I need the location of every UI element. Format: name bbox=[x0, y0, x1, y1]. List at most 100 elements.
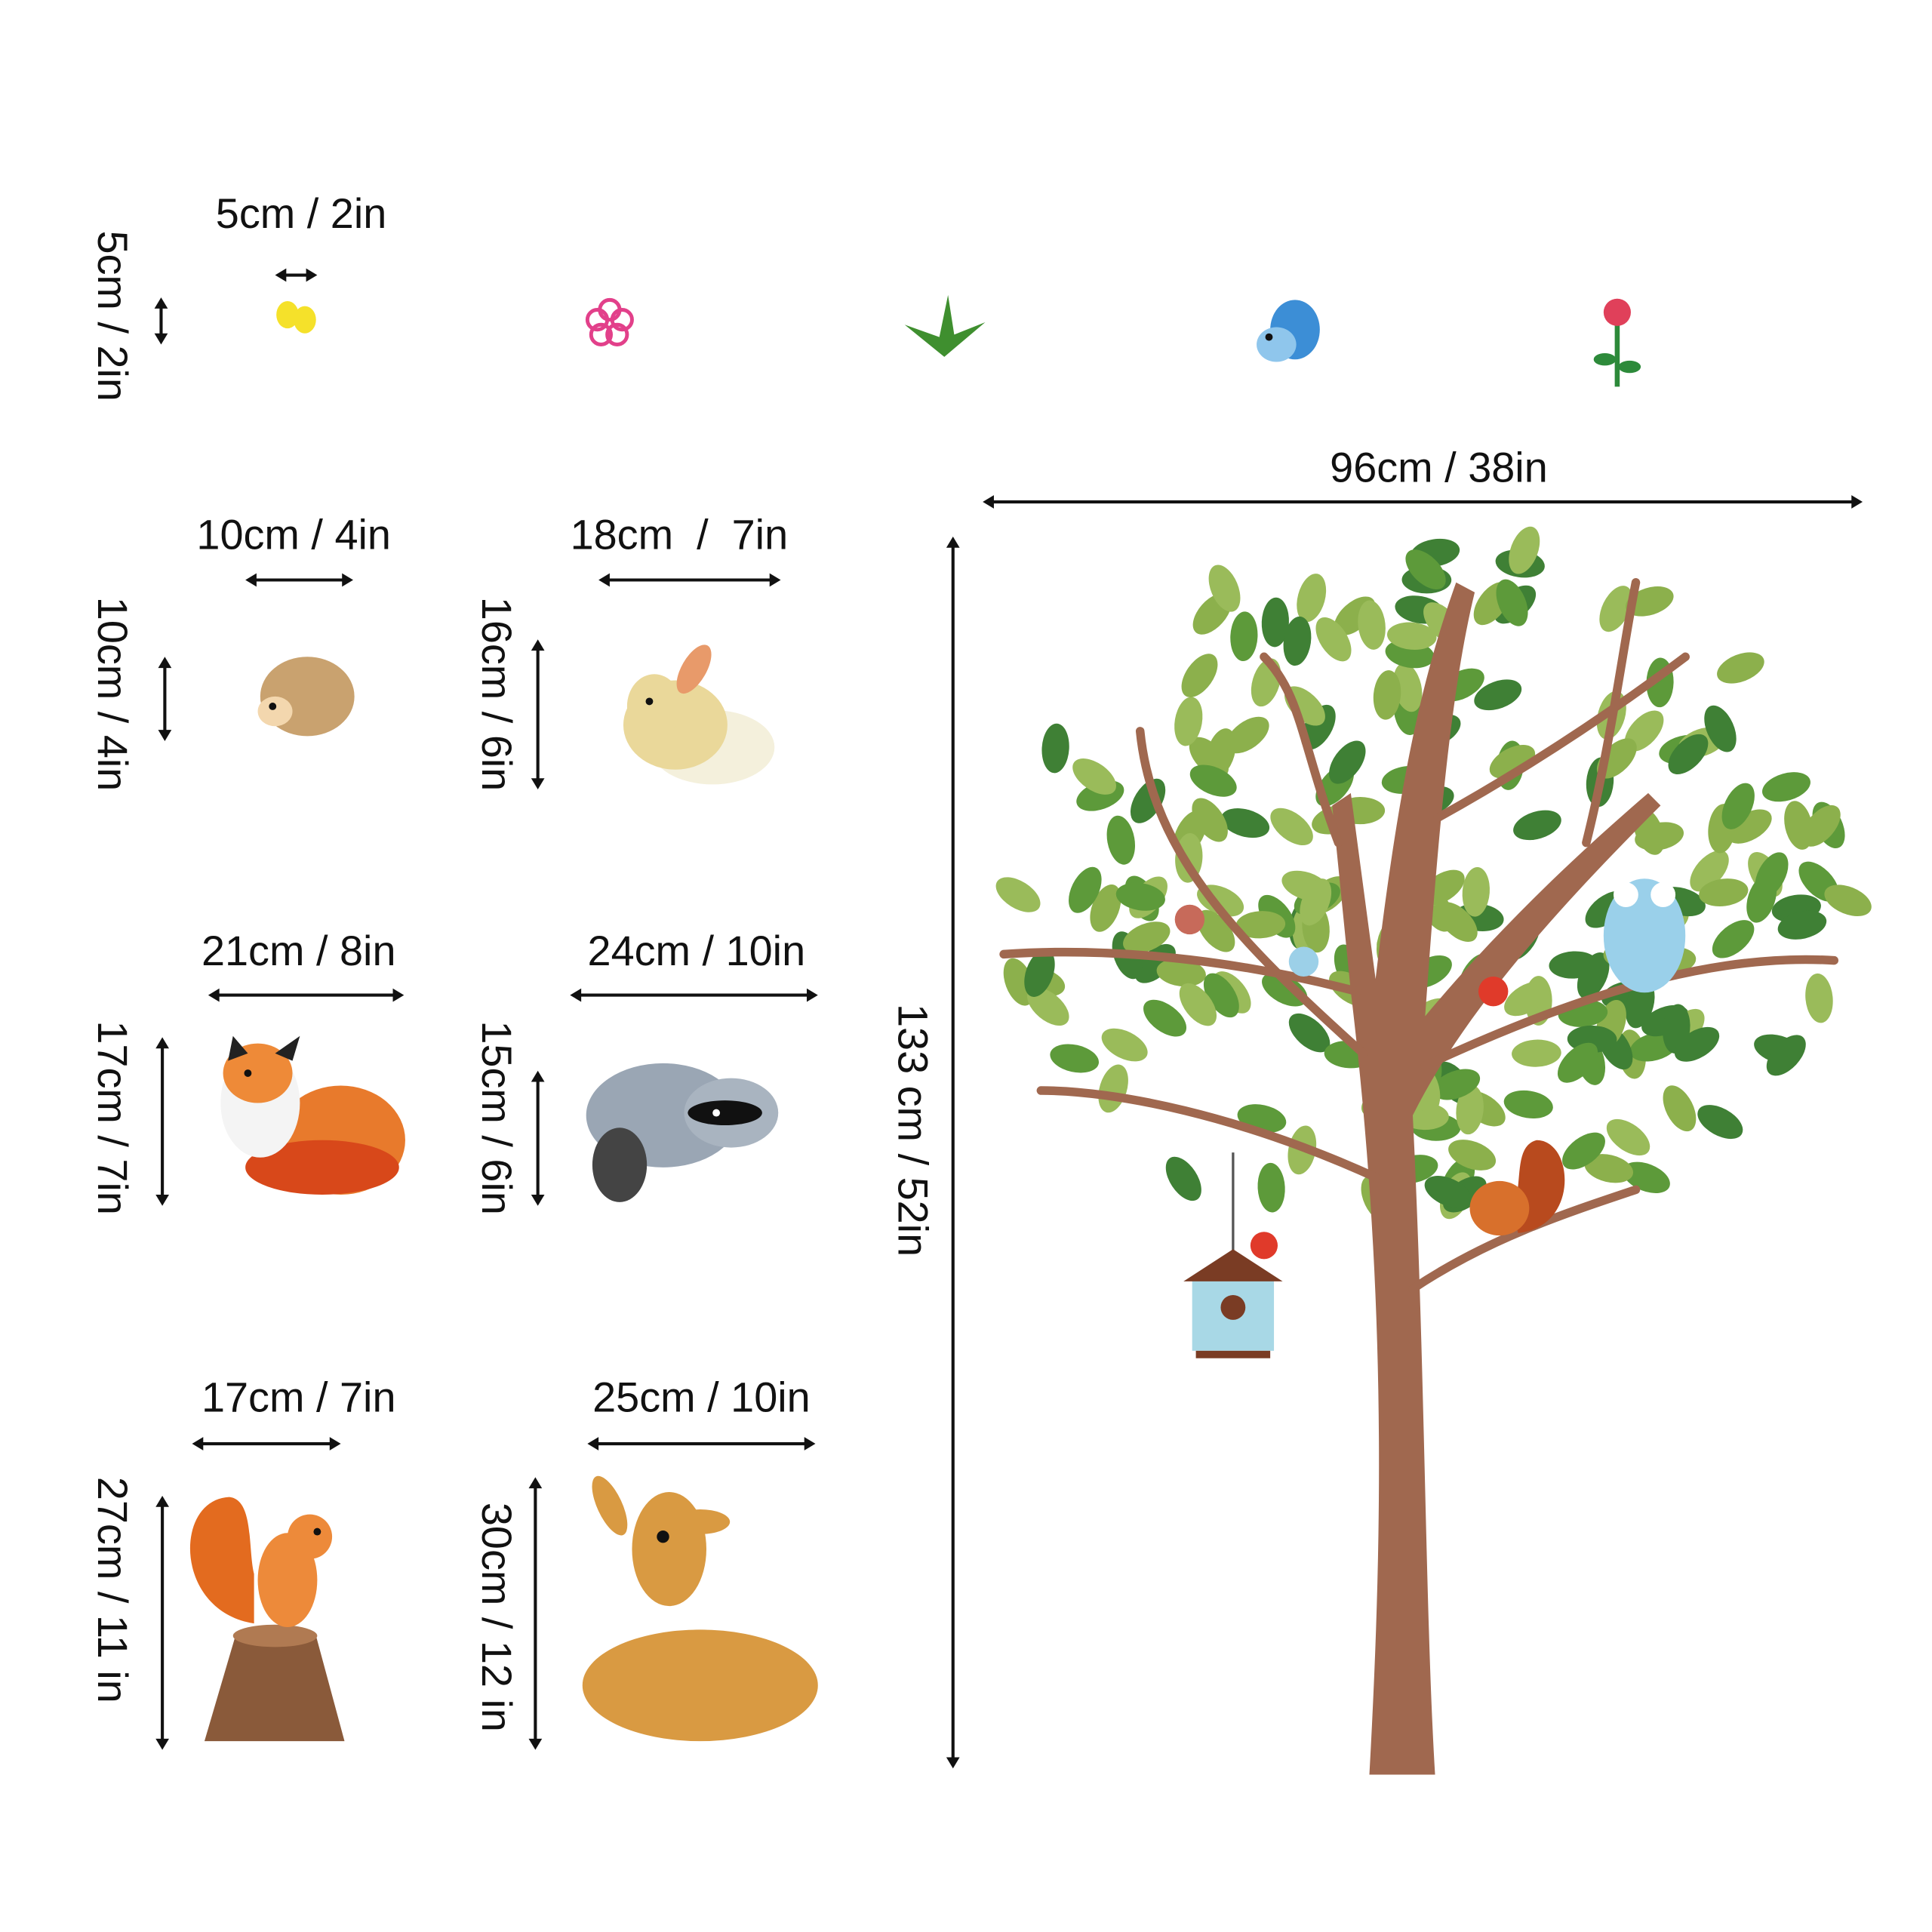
leaf bbox=[1509, 526, 1540, 574]
width-label: 25cm / 10in bbox=[592, 1373, 811, 1420]
leaf bbox=[1373, 670, 1401, 720]
width-label: 96cm / 38in bbox=[1330, 444, 1548, 491]
tree-birds bbox=[1174, 904, 1509, 1260]
height-label: 27cm / 11 in bbox=[89, 1477, 137, 1703]
arrow-head bbox=[245, 573, 353, 587]
leaf bbox=[1761, 772, 1810, 802]
leaf bbox=[1203, 973, 1239, 1018]
leaf bbox=[1050, 1044, 1100, 1073]
leaf bbox=[1041, 723, 1069, 774]
height-label: 17cm / 7in bbox=[89, 1020, 137, 1215]
leaf bbox=[1577, 952, 1610, 999]
owl bbox=[1603, 878, 1686, 993]
width-label: 24cm / 10in bbox=[588, 927, 806, 974]
leaf bbox=[1197, 909, 1235, 952]
leaf bbox=[1174, 697, 1203, 746]
leaf bbox=[1230, 611, 1258, 662]
leaf bbox=[1704, 705, 1737, 752]
leaf bbox=[1288, 1013, 1331, 1053]
trunk bbox=[1332, 582, 1661, 1775]
leaf bbox=[1503, 1090, 1553, 1119]
leaf bbox=[1504, 981, 1549, 1017]
height-label: 16cm / 6in bbox=[473, 597, 521, 792]
width-label: 17cm / 7in bbox=[202, 1373, 396, 1420]
leaf bbox=[1599, 586, 1632, 632]
leaf bbox=[1405, 549, 1446, 589]
height-label: 30cm / 12 in bbox=[473, 1503, 521, 1732]
butterfly bbox=[276, 301, 316, 334]
grass bbox=[904, 294, 986, 357]
leaf bbox=[1283, 616, 1312, 666]
leaf bbox=[1123, 921, 1171, 953]
leaf bbox=[1101, 1028, 1148, 1062]
leaf bbox=[1208, 565, 1241, 612]
leaf bbox=[1189, 764, 1237, 797]
leaf bbox=[1424, 1176, 1472, 1208]
leaf bbox=[1261, 597, 1289, 648]
leaf bbox=[1801, 804, 1841, 847]
raccoon bbox=[586, 1063, 779, 1202]
leaf bbox=[1192, 798, 1228, 842]
leaf bbox=[1623, 1161, 1670, 1193]
leaf bbox=[1393, 663, 1423, 712]
leaf bbox=[1115, 882, 1165, 911]
height-label: 15cm / 6in bbox=[473, 1020, 521, 1215]
fox bbox=[220, 1035, 405, 1195]
leaf bbox=[1027, 987, 1069, 1026]
leaf bbox=[1179, 983, 1217, 1026]
leaf bbox=[1098, 1064, 1128, 1113]
leaf bbox=[1606, 1118, 1651, 1156]
leaf bbox=[1257, 1162, 1285, 1213]
leaf bbox=[1513, 810, 1561, 841]
leaf bbox=[1432, 1069, 1481, 1100]
leaf bbox=[1462, 867, 1491, 917]
rabbit bbox=[623, 645, 775, 785]
leaf bbox=[1512, 1039, 1561, 1067]
width-label: 5cm / 2in bbox=[216, 189, 387, 237]
leaf bbox=[1456, 1084, 1484, 1135]
leaf bbox=[1329, 740, 1366, 784]
leaf bbox=[1674, 1026, 1720, 1062]
birdhouse bbox=[1183, 1152, 1283, 1358]
squirrel-stump bbox=[189, 1497, 345, 1742]
leaf bbox=[1746, 875, 1777, 923]
leaf bbox=[1315, 617, 1352, 662]
leaf bbox=[1090, 884, 1121, 932]
leaf bbox=[1165, 1156, 1201, 1201]
leaf bbox=[1496, 579, 1528, 626]
leaf bbox=[1437, 902, 1478, 942]
leaf bbox=[1699, 878, 1749, 906]
leaf bbox=[1226, 716, 1269, 754]
leaf bbox=[1474, 679, 1522, 711]
leaf bbox=[1663, 1085, 1697, 1132]
red-flower bbox=[1593, 298, 1641, 387]
width-label: 10cm / 4in bbox=[196, 510, 391, 558]
tree-squirrel bbox=[1469, 1140, 1565, 1236]
leaf bbox=[1562, 1132, 1605, 1170]
leaf bbox=[1697, 1105, 1743, 1140]
hedgehog bbox=[257, 657, 355, 737]
leaf bbox=[1069, 866, 1102, 913]
blue-bird bbox=[1257, 300, 1320, 362]
leaf bbox=[1270, 808, 1313, 846]
leaf bbox=[1072, 758, 1116, 795]
tree bbox=[995, 526, 1872, 1775]
leaf bbox=[1557, 1042, 1598, 1083]
leaf bbox=[1824, 884, 1872, 916]
leaf bbox=[1584, 1154, 1634, 1183]
deer bbox=[582, 1475, 818, 1742]
height-label: 5cm / 2in bbox=[89, 230, 137, 401]
leaves bbox=[995, 526, 1872, 1223]
height-label: 133 cm / 52in bbox=[890, 1004, 937, 1257]
leaf bbox=[1358, 600, 1386, 650]
width-label: 21cm / 8in bbox=[202, 927, 396, 974]
dimension-labels: 5cm / 2in 5cm / 2in 10cm / 4in 10cm / 4in 18… bbox=[89, 189, 1863, 1769]
leaf bbox=[1143, 999, 1187, 1037]
leaf bbox=[1712, 920, 1755, 958]
leaf bbox=[1717, 652, 1764, 684]
leaf bbox=[1766, 1035, 1806, 1076]
width-label: 18cm / 7in bbox=[571, 510, 789, 558]
leaf bbox=[1300, 878, 1332, 926]
